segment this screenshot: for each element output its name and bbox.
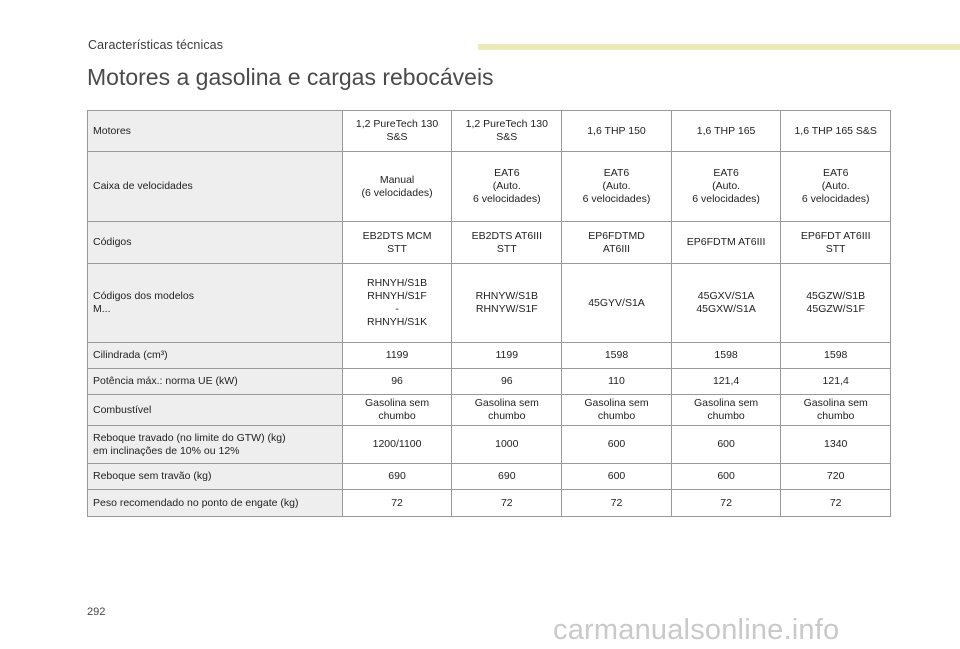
table-cell: 72 [341,489,453,517]
table-cell: EAT6 (Auto. 6 velocidades) [670,151,782,222]
table-cell: 1,2 PureTech 130 S&S [451,110,563,152]
table-cell: 72 [561,489,672,517]
accent-bar [478,44,960,50]
table-cell: Gasolina sem chumbo [451,394,563,426]
table-cell: 96 [341,368,453,395]
row-label: Potência máx.: norma UE (kW) [87,368,343,395]
table-cell: EP6FDTMD AT6III [561,221,672,264]
table-row: Reboque sem travão (kg) 690 690 600 600 … [87,463,891,490]
table-row: Peso recomendado no ponto de engate (kg)… [87,489,891,517]
table-row: Potência máx.: norma UE (kW) 96 96 110 1… [87,368,891,395]
table-cell: EAT6 (Auto. 6 velocidades) [780,151,891,222]
row-label: Códigos dos modelos M... [87,263,343,343]
table-cell: EP6FDTM AT6III [670,221,782,264]
table-cell: 110 [561,368,672,395]
table-row: Reboque travado (no limite do GTW) (kg) … [87,425,891,464]
table-row: Códigos dos modelos M... RHNYH/S1B RHNYH… [87,263,891,343]
table-cell: Gasolina sem chumbo [561,394,672,426]
row-label: Reboque travado (no limite do GTW) (kg) … [87,425,343,464]
row-label: Reboque sem travão (kg) [87,463,343,490]
row-label: Peso recomendado no ponto de engate (kg) [87,489,343,517]
table-cell: 45GXV/S1A 45GXW/S1A [670,263,782,343]
table-row: Códigos EB2DTS MCM STT EB2DTS AT6III STT… [87,221,891,264]
table-cell: 1199 [451,342,563,369]
table-row: Cilindrada (cm³) 1199 1199 1598 1598 159… [87,342,891,369]
table-cell: 1,6 THP 165 S&S [780,110,891,152]
table-cell: 72 [451,489,563,517]
table-cell: 1598 [780,342,891,369]
table-cell: 1340 [780,425,891,464]
table-cell: 1,2 PureTech 130 S&S [341,110,453,152]
table-cell: 72 [670,489,782,517]
row-label: Caixa de velocidades [87,151,343,222]
table-row: Caixa de velocidades Manual (6 velocidad… [87,151,891,222]
table-cell: 600 [670,425,782,464]
table-row: Motores 1,2 PureTech 130 S&S 1,2 PureTec… [87,110,891,152]
row-label: Motores [87,110,343,152]
table-cell: Gasolina sem chumbo [670,394,782,426]
table-cell: Manual (6 velocidades) [341,151,453,222]
table-cell: 1598 [670,342,782,369]
table-cell: EB2DTS AT6III STT [451,221,563,264]
table-cell: 1,6 THP 165 [670,110,782,152]
row-label: Combustível [87,394,343,426]
table-cell: 1,6 THP 150 [561,110,672,152]
table-cell: 690 [451,463,563,490]
table-cell: 45GZW/S1B 45GZW/S1F [780,263,891,343]
row-label: Códigos [87,221,343,264]
table-cell: 600 [561,425,672,464]
table-cell: EAT6 (Auto. 6 velocidades) [451,151,563,222]
table-cell: EP6FDT AT6III STT [780,221,891,264]
table-cell: 1598 [561,342,672,369]
section-title: Características técnicas [88,38,224,52]
table-cell: 1200/1100 [341,425,453,464]
specs-table: Motores 1,2 PureTech 130 S&S 1,2 PureTec… [87,110,891,517]
table-row: Combustível Gasolina sem chumbo Gasolina… [87,394,891,426]
table-cell: 600 [670,463,782,490]
page-title: Motores a gasolina e cargas rebocáveis [87,64,494,90]
table-cell: Gasolina sem chumbo [780,394,891,426]
table-cell: RHNYH/S1B RHNYH/S1F - RHNYH/S1K [341,263,453,343]
table-cell: RHNYW/S1B RHNYW/S1F [451,263,563,343]
table-cell: 72 [780,489,891,517]
table-cell: 121,4 [670,368,782,395]
table-cell: 1000 [451,425,563,464]
watermark: carmanualsonline.info [553,614,840,646]
table-cell: 1199 [341,342,453,369]
table-cell: 690 [341,463,453,490]
table-cell: 121,4 [780,368,891,395]
table-cell: 720 [780,463,891,490]
page-number: 292 [87,606,106,618]
table-cell: Gasolina sem chumbo [341,394,453,426]
table-cell: EB2DTS MCM STT [341,221,453,264]
row-label: Cilindrada (cm³) [87,342,343,369]
table-cell: 600 [561,463,672,490]
table-cell: 45GYV/S1A [561,263,672,343]
table-cell: 96 [451,368,563,395]
table-cell: EAT6 (Auto. 6 velocidades) [561,151,672,222]
